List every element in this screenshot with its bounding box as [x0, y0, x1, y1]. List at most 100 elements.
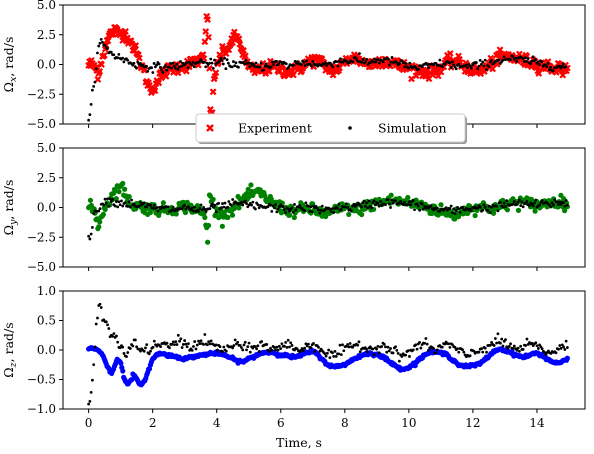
x-axis-label: Time, s	[276, 435, 322, 450]
data-point	[120, 368, 126, 374]
data-point	[356, 343, 360, 347]
data-point	[87, 197, 94, 203]
data-point	[142, 349, 146, 353]
data-point	[400, 355, 404, 358]
data-point	[454, 209, 458, 212]
y-axis-label: Ωy, rad/s	[1, 180, 19, 236]
data-point	[234, 61, 238, 65]
data-point	[476, 67, 480, 71]
data-point	[243, 62, 247, 66]
data-point	[323, 61, 327, 65]
data-point	[97, 44, 101, 48]
data-point	[219, 206, 223, 209]
data-point	[364, 60, 368, 64]
data-point	[396, 351, 400, 355]
data-point	[130, 198, 133, 202]
data-point	[561, 62, 565, 66]
data-point	[108, 197, 112, 201]
data-point	[427, 349, 430, 352]
data-point	[549, 65, 553, 69]
data-point	[104, 320, 108, 324]
data-point	[384, 345, 387, 349]
data-point	[432, 347, 435, 350]
data-point	[375, 347, 379, 351]
data-point	[277, 344, 281, 348]
data-point	[267, 349, 271, 353]
data-point	[190, 348, 194, 352]
data-point	[150, 66, 153, 70]
data-point	[501, 205, 505, 209]
data-point	[495, 204, 499, 208]
data-point	[378, 61, 381, 65]
data-point	[241, 348, 245, 352]
data-point	[237, 65, 240, 69]
data-point	[213, 58, 216, 62]
data-point	[388, 63, 391, 67]
data-point	[227, 200, 231, 203]
data-point	[525, 60, 529, 63]
data-point	[152, 62, 156, 65]
data-point	[204, 210, 208, 213]
data-point	[276, 348, 280, 352]
data-point	[89, 391, 93, 394]
data-point	[385, 350, 389, 354]
data-point	[474, 61, 478, 64]
data-point	[408, 200, 411, 204]
data-point	[434, 351, 438, 355]
data-point	[115, 334, 118, 338]
data-point	[270, 348, 274, 352]
legend-marker-simulation	[348, 126, 352, 130]
data-point	[288, 345, 291, 349]
data-point	[534, 198, 538, 202]
data-point	[176, 333, 180, 337]
data-point	[213, 203, 217, 207]
data-point	[104, 201, 108, 205]
data-point	[253, 345, 257, 349]
data-point	[144, 346, 147, 350]
data-point	[110, 31, 117, 38]
data-point	[230, 65, 234, 69]
y-tick-label: 0.0	[37, 58, 56, 72]
data-point	[266, 205, 270, 208]
data-point	[435, 348, 439, 352]
data-point	[286, 207, 290, 211]
series-simulation	[87, 197, 569, 241]
y-tick-label: −5.0	[27, 117, 56, 131]
data-point	[564, 199, 568, 202]
data-point	[112, 53, 116, 57]
data-point	[291, 214, 297, 221]
data-point	[248, 350, 252, 354]
data-point	[538, 203, 541, 207]
data-point	[197, 339, 200, 343]
data-point	[253, 65, 257, 68]
data-point	[331, 207, 334, 211]
data-point	[298, 204, 301, 207]
data-point	[231, 198, 235, 201]
data-point	[389, 60, 393, 64]
data-point	[91, 378, 94, 382]
data-point	[398, 62, 401, 65]
data-point	[178, 339, 181, 343]
data-point	[290, 344, 294, 347]
data-point	[476, 206, 480, 210]
data-point	[171, 206, 175, 209]
data-point	[200, 208, 204, 212]
data-point	[554, 351, 558, 355]
data-point	[557, 347, 560, 351]
data-point	[137, 204, 141, 208]
data-point	[534, 341, 538, 345]
data-point	[365, 58, 369, 61]
data-point	[281, 205, 285, 209]
data-point	[529, 62, 532, 66]
data-point	[135, 66, 138, 70]
data-point	[370, 206, 373, 210]
data-point	[312, 342, 315, 345]
data-point	[109, 50, 113, 54]
panel-omega-y: −5.0 −2.5 0.0 2.5 5.0 Ωy, rad/s	[1, 141, 586, 274]
data-point	[288, 210, 291, 213]
y-tick-label: −1.0	[27, 402, 56, 416]
data-point	[183, 203, 187, 207]
data-point	[358, 350, 362, 354]
data-point	[544, 353, 548, 357]
